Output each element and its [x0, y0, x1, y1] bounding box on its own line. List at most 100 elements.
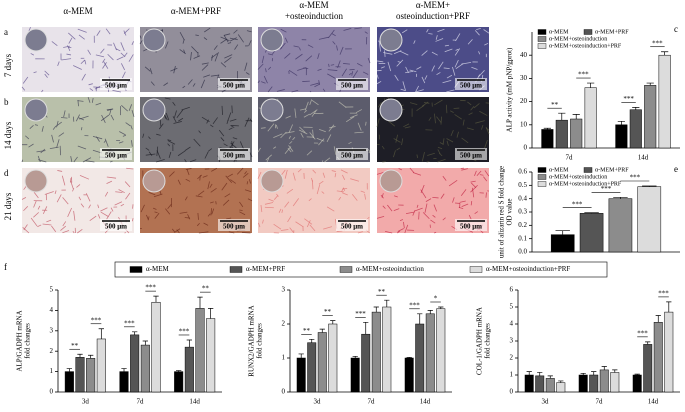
column-header: +osteoinduction: [285, 11, 344, 21]
texture: [191, 46, 199, 54]
texture: [309, 132, 316, 140]
y-tick-label: 5: [50, 286, 54, 294]
texture: [22, 227, 30, 234]
texture: [355, 109, 363, 114]
bar: [184, 346, 194, 393]
texture: [273, 146, 277, 149]
bar: [615, 124, 628, 149]
bar: [361, 333, 371, 393]
texture: [184, 146, 191, 151]
texture: [421, 50, 428, 56]
texture: [284, 201, 290, 208]
texture: [446, 140, 449, 146]
bar: [350, 357, 360, 393]
texture: [421, 76, 426, 84]
error-bar: [373, 306, 379, 313]
texture: [230, 142, 237, 149]
y-axis-title: RUNX2/GADPH mRNA: [248, 305, 256, 376]
texture: [116, 56, 124, 61]
texture: [376, 80, 382, 85]
texture: [360, 190, 365, 193]
y-tick-label: 0.3: [518, 208, 527, 216]
texture: [220, 38, 228, 44]
texture: [106, 211, 112, 220]
texture: [97, 214, 101, 219]
texture: [472, 187, 475, 198]
error-bar: [384, 299, 390, 307]
texture: [131, 41, 134, 46]
y-tick-label: 2: [282, 320, 286, 328]
legend-label: α-MEM+osteoinduction: [549, 36, 607, 42]
texture: [149, 68, 153, 75]
texture: [432, 214, 436, 218]
legend-label: α-MEM: [146, 265, 169, 273]
texture: [28, 143, 34, 148]
texture: [316, 137, 325, 142]
texture: [33, 191, 39, 199]
texture: [257, 147, 261, 153]
texture: [336, 230, 343, 232]
y-tick-label: 0: [524, 144, 528, 152]
texture: [368, 151, 371, 154]
texture: [318, 138, 325, 146]
texture: [310, 82, 320, 86]
texture: [327, 73, 336, 79]
texture: [345, 116, 355, 123]
texture: [177, 179, 181, 185]
bar: [584, 87, 597, 149]
texture: [444, 48, 453, 53]
texture: [226, 217, 232, 220]
scale-bar-bg: [336, 148, 368, 160]
texture: [73, 210, 76, 221]
texture: [244, 62, 248, 71]
texture: [207, 213, 211, 217]
texture: [109, 160, 113, 163]
texture: [484, 140, 488, 149]
y-tick-label: 4: [510, 320, 514, 328]
texture: [241, 232, 251, 234]
texture: [434, 113, 436, 124]
texture: [295, 53, 303, 60]
scale-bar-bg: [100, 148, 132, 160]
texture: [33, 200, 37, 208]
texture: [150, 81, 155, 86]
y-tick-label: 2: [50, 347, 54, 355]
texture: [42, 223, 52, 226]
dish-inset: [142, 28, 166, 52]
texture: [217, 74, 220, 79]
error-bar: [142, 340, 148, 346]
scale-bar-bg: [455, 78, 487, 90]
y-tick-label: 20: [520, 97, 528, 105]
texture: [201, 64, 209, 71]
error-bar: [427, 310, 433, 314]
texture: [248, 40, 252, 46]
texture: [146, 214, 149, 220]
y-axis-title: unit of alizarin red S fold change: [498, 166, 506, 258]
texture: [237, 34, 244, 43]
error-bar: [558, 380, 564, 383]
texture: [227, 112, 232, 121]
y-tick-label: 1: [50, 367, 54, 375]
texture: [468, 214, 472, 220]
texture: [165, 112, 170, 121]
bar: [610, 372, 620, 393]
texture: [436, 72, 441, 76]
texture: [311, 180, 314, 190]
panel-letter: b: [4, 97, 9, 107]
y-tick-label: 40: [520, 51, 528, 59]
error-bar: [197, 296, 203, 309]
texture: [126, 167, 134, 170]
legend-swatch: [537, 181, 547, 187]
texture: [288, 69, 298, 76]
texture: [189, 159, 197, 163]
texture: [197, 174, 203, 180]
scale-bar-label: 500 μm: [341, 152, 363, 160]
texture: [364, 31, 368, 34]
texture: [299, 47, 301, 51]
texture: [377, 101, 382, 108]
legend-label: α-MEM: [549, 29, 569, 35]
texture: [209, 124, 214, 128]
texture: [332, 41, 336, 45]
error-bar: [298, 353, 304, 358]
texture: [227, 173, 233, 178]
